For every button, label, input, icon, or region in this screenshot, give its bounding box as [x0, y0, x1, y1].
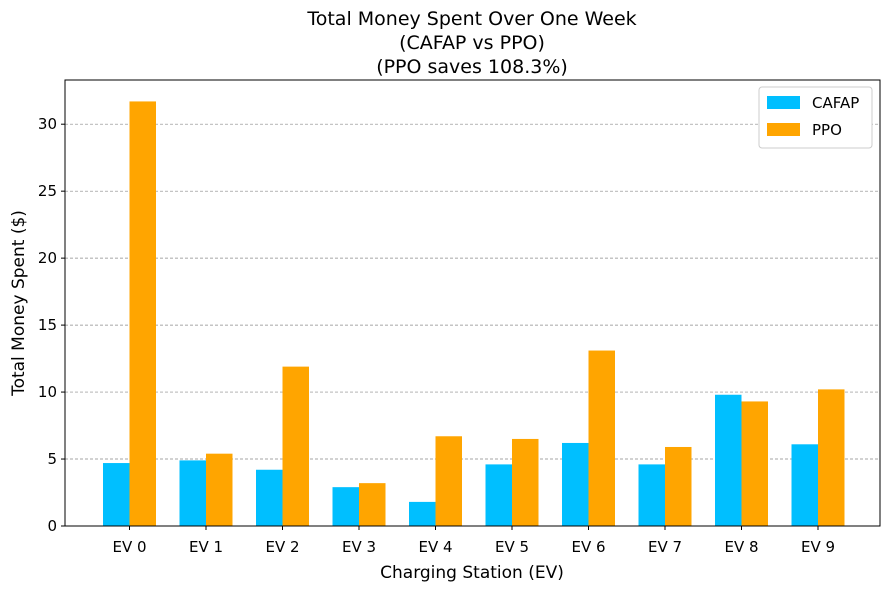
bar-ppo-ev-6	[588, 350, 615, 526]
bar-cafap-ev-6	[562, 442, 589, 526]
x-tick-label: EV 3	[342, 538, 376, 556]
y-axis-ticks: 0 5 10 15 20 25 30	[38, 115, 65, 535]
gridlines	[65, 123, 880, 460]
bar-ppo-ev-2	[282, 366, 309, 526]
x-tick-label: EV 0	[112, 538, 146, 556]
y-tick-label: 20	[38, 249, 57, 267]
x-axis-label: Charging Station (EV)	[380, 563, 564, 583]
bar-ppo-ev-1	[206, 453, 233, 526]
legend: CAFAP PPO	[758, 86, 873, 149]
bar-ppo-ev-8	[741, 401, 768, 526]
y-tick-label: 15	[38, 316, 57, 334]
y-tick-label: 5	[47, 450, 57, 468]
bar-cafap-ev-1	[179, 460, 206, 526]
x-tick-label: EV 8	[724, 538, 758, 556]
y-tick-label: 30	[38, 115, 57, 133]
bar-cafap-ev-9	[791, 444, 818, 526]
x-tick-label: EV 4	[418, 538, 452, 556]
bar-cafap-ev-0	[103, 463, 130, 526]
x-axis-ticks: EV 0 EV 1 EV 2 EV 3 EV 4 EV 5 EV 6 EV 7 EV 8 EV 9	[112, 526, 835, 556]
bar-cafap-ev-5	[485, 464, 512, 526]
x-tick-label: EV 2	[265, 538, 299, 556]
bar-ppo-ev-0	[129, 101, 156, 526]
chart-title-line-1: Total Money Spent Over One Week	[306, 8, 636, 30]
x-tick-label: EV 6	[571, 538, 605, 556]
chart-title: Total Money Spent Over One Week (CAFAP v…	[306, 8, 636, 78]
legend-swatch-ppo	[767, 123, 800, 136]
plot-frame	[64, 79, 881, 527]
legend-label-ppo: PPO	[812, 121, 842, 139]
bar-ppo-ev-4	[435, 436, 462, 526]
chart-title-line-3: (PPO saves 108.3%)	[376, 56, 568, 78]
y-tick-label: 10	[38, 383, 57, 401]
legend-label-cafap: CAFAP	[812, 94, 859, 112]
bar-cafap-ev-7	[638, 464, 665, 526]
bar-cafap-ev-4	[409, 501, 436, 526]
x-tick-label: EV 1	[189, 538, 223, 556]
bar-cafap-ev-2	[256, 469, 283, 526]
bar-ppo-ev-3	[359, 483, 386, 526]
bar-cafap-ev-8	[715, 394, 742, 526]
x-tick-label: EV 9	[801, 538, 835, 556]
bar-cafap-ev-3	[332, 487, 359, 526]
bar-ppo-ev-5	[512, 438, 539, 526]
legend-swatch-cafap	[767, 96, 800, 109]
y-tick-label: 25	[38, 182, 57, 200]
bar-ppo-ev-9	[818, 389, 845, 526]
x-tick-label: EV 5	[495, 538, 529, 556]
y-axis-label: Total Money Spent ($)	[9, 210, 29, 397]
bars	[103, 101, 845, 526]
chart-title-line-2: (CAFAP vs PPO)	[399, 32, 545, 54]
x-tick-label: EV 7	[648, 538, 682, 556]
bar-ppo-ev-7	[665, 446, 692, 526]
y-tick-label: 0	[47, 517, 57, 535]
